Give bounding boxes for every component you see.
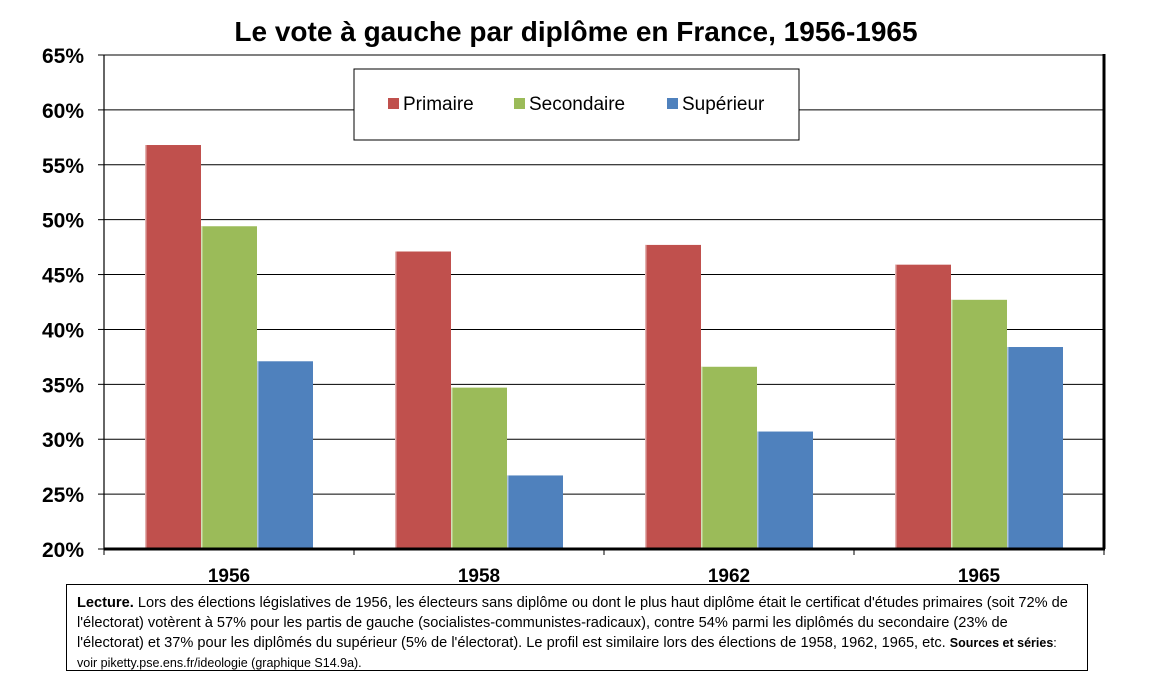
y-tick-label: 50%	[42, 210, 84, 233]
bar-supérieur-1956	[257, 361, 313, 549]
bar-highlight	[951, 299, 953, 549]
note-lecture-label: Lecture.	[77, 595, 134, 611]
y-tick-label: 60%	[42, 100, 84, 123]
x-tick-labels: 1956 1958 1962 1965	[208, 566, 1001, 584]
bar-primaire-1958	[395, 251, 451, 549]
legend: Primaire Secondaire Supérieur	[353, 68, 800, 141]
y-tick-label: 45%	[42, 265, 84, 288]
bar-supérieur-1962	[757, 431, 813, 549]
legend-box	[353, 68, 800, 141]
bar-highlight	[145, 145, 147, 550]
x-tick-label: 1956	[208, 566, 250, 584]
bar-supérieur-1965	[1007, 347, 1063, 549]
y-tick-label: 30%	[42, 429, 84, 452]
bar-secondaire-1962	[701, 366, 757, 549]
y-tick-label: 55%	[42, 155, 84, 178]
chart-title: Le vote à gauche par diplôme en France, …	[234, 16, 917, 47]
bar-highlight	[757, 431, 759, 549]
bar-chart: Le vote à gauche par diplôme en France, …	[42, 16, 1106, 584]
legend-swatch-secondaire	[514, 98, 525, 109]
note-lecture-text: Lors des élections législatives de 1956,…	[77, 595, 1068, 651]
legend-swatch-supérieur	[667, 98, 678, 109]
bar-secondaire-1965	[951, 299, 1007, 549]
bar-highlight	[395, 251, 397, 549]
bar-highlight	[1007, 347, 1009, 549]
y-tick-label: 35%	[42, 374, 84, 397]
bar-highlight	[257, 361, 259, 549]
bar-highlight	[507, 475, 509, 549]
reading-note: Lecture. Lors des élections législatives…	[66, 584, 1088, 671]
bar-primaire-1956	[145, 145, 201, 550]
bar-primaire-1965	[895, 264, 951, 549]
bar-secondaire-1956	[201, 226, 257, 549]
x-tick-label: 1962	[708, 566, 750, 584]
bar-highlight	[895, 264, 897, 549]
bar-highlight	[451, 387, 453, 549]
bar-primaire-1962	[645, 244, 701, 549]
legend-label-primaire: Primaire	[403, 94, 474, 115]
x-tick-label: 1958	[458, 566, 500, 584]
axes	[98, 54, 1106, 555]
y-tick-label: 20%	[42, 539, 84, 562]
y-tick-label: 25%	[42, 484, 84, 507]
x-tick-label: 1965	[958, 566, 1001, 584]
bar-supérieur-1958	[507, 475, 563, 549]
bar-highlight	[701, 366, 703, 549]
bar-highlight	[645, 244, 647, 549]
note-sources-text: : voir piketty.pse.ens.fr/ideologie (gra…	[77, 636, 1057, 670]
y-tick-labels: 20% 25% 30% 35% 40% 45% 50% 55% 60% 65%	[42, 45, 84, 562]
bar-secondaire-1958	[451, 387, 507, 549]
bar-highlight	[201, 226, 203, 549]
legend-swatch-primaire	[388, 98, 399, 109]
y-tick-label: 40%	[42, 319, 84, 342]
bars	[145, 145, 1063, 550]
legend-label-supérieur: Supérieur	[682, 94, 765, 115]
note-sources-label: Sources et séries	[949, 636, 1054, 650]
y-tick-label: 65%	[42, 45, 84, 68]
legend-label-secondaire: Secondaire	[529, 94, 625, 115]
